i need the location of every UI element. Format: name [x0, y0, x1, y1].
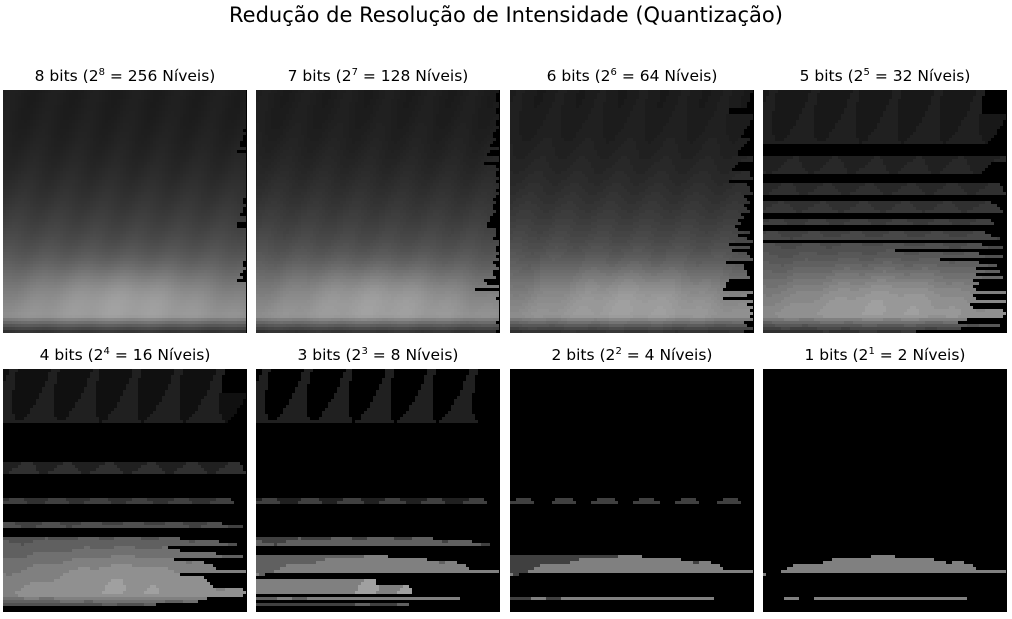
quantized-image-6bits: [510, 90, 753, 333]
quantized-image-2bits: [510, 498, 753, 600]
panel-image-8bits: [3, 90, 247, 333]
quantized-image-3bits: [256, 369, 499, 606]
panel-title-4bits: 4 bits (24 = 16 Níveis): [39, 346, 211, 364]
panel-title-2bits: 2 bits (22 = 4 Níveis): [551, 346, 713, 364]
panel-image-3bits: [256, 369, 500, 612]
panel-title-3bits: 3 bits (23 = 8 Níveis): [297, 346, 459, 364]
panel-image-6bits: [510, 90, 754, 333]
figure-title: Redução de Resolução de Intensidade (Qua…: [229, 3, 783, 27]
panel-image-7bits: [256, 90, 500, 333]
quantized-image-1bits: [763, 555, 1006, 600]
quantized-image-8bits: [3, 90, 246, 333]
panel-title-8bits: 8 bits (28 = 256 Níveis): [34, 67, 216, 85]
panel-image-2bits: [510, 369, 754, 612]
panel-title-7bits: 7 bits (27 = 128 Níveis): [287, 67, 469, 85]
panel-image-1bits: [763, 369, 1007, 612]
panel-title-1bits: 1 bits (21 = 2 Níveis): [804, 346, 966, 364]
quantized-image-7bits: [256, 90, 499, 333]
quantized-image-4bits: [3, 369, 246, 606]
panel-image-5bits: [763, 90, 1007, 333]
panel-title-5bits: 5 bits (25 = 32 Níveis): [799, 67, 971, 85]
panel-title-6bits: 6 bits (26 = 64 Níveis): [546, 67, 718, 85]
quantized-image-5bits: [763, 90, 1006, 333]
panel-image-4bits: [3, 369, 247, 612]
